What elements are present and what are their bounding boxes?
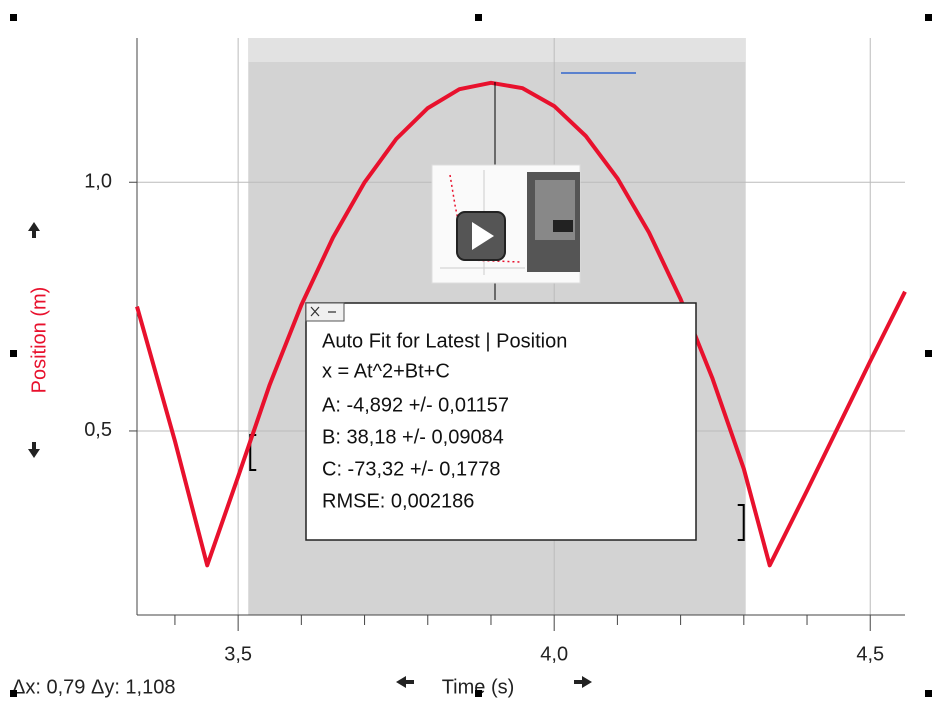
x-scroll-left[interactable] <box>396 676 414 688</box>
plot <box>135 80 907 568</box>
fit-title: Auto Fit for Latest | Position <box>322 330 567 352</box>
video-thumbnail[interactable] <box>431 164 581 284</box>
fit-range-header <box>248 38 746 62</box>
data-line <box>135 80 907 568</box>
x-tick-label: 4,0 <box>540 643 568 665</box>
fit-param: RMSE: 0,002186 <box>322 490 474 512</box>
delta-readout: Δx: 0,79 Δy: 1,108 <box>12 676 175 698</box>
x-tick-label: 3,5 <box>224 643 252 665</box>
fit-bracket <box>737 504 745 541</box>
y-scroll-down[interactable] <box>28 442 40 458</box>
x-tick-label: 4,5 <box>856 643 884 665</box>
y-scroll-up[interactable] <box>28 222 40 238</box>
fit-param: B: 38,18 +/- 0,09084 <box>322 426 504 448</box>
x-scroll-right[interactable] <box>574 676 592 688</box>
fit-param: A: -4,892 +/- 0,01157 <box>322 394 509 416</box>
fit-equation: x = At^2+Bt+C <box>322 360 450 382</box>
y-axis-label: Position (m) <box>28 287 50 394</box>
fit-box-controls[interactable] <box>305 302 345 322</box>
x-axis-label: Time (s) <box>442 676 515 698</box>
y-tick-label: 1,0 <box>84 171 112 193</box>
y-tick-label: 0,5 <box>84 419 112 441</box>
fit-param: C: -73,32 +/- 0,1778 <box>322 458 500 480</box>
fit-box: Auto Fit for Latest | Position x = At^2+… <box>305 302 697 541</box>
selection-handles <box>10 14 932 697</box>
